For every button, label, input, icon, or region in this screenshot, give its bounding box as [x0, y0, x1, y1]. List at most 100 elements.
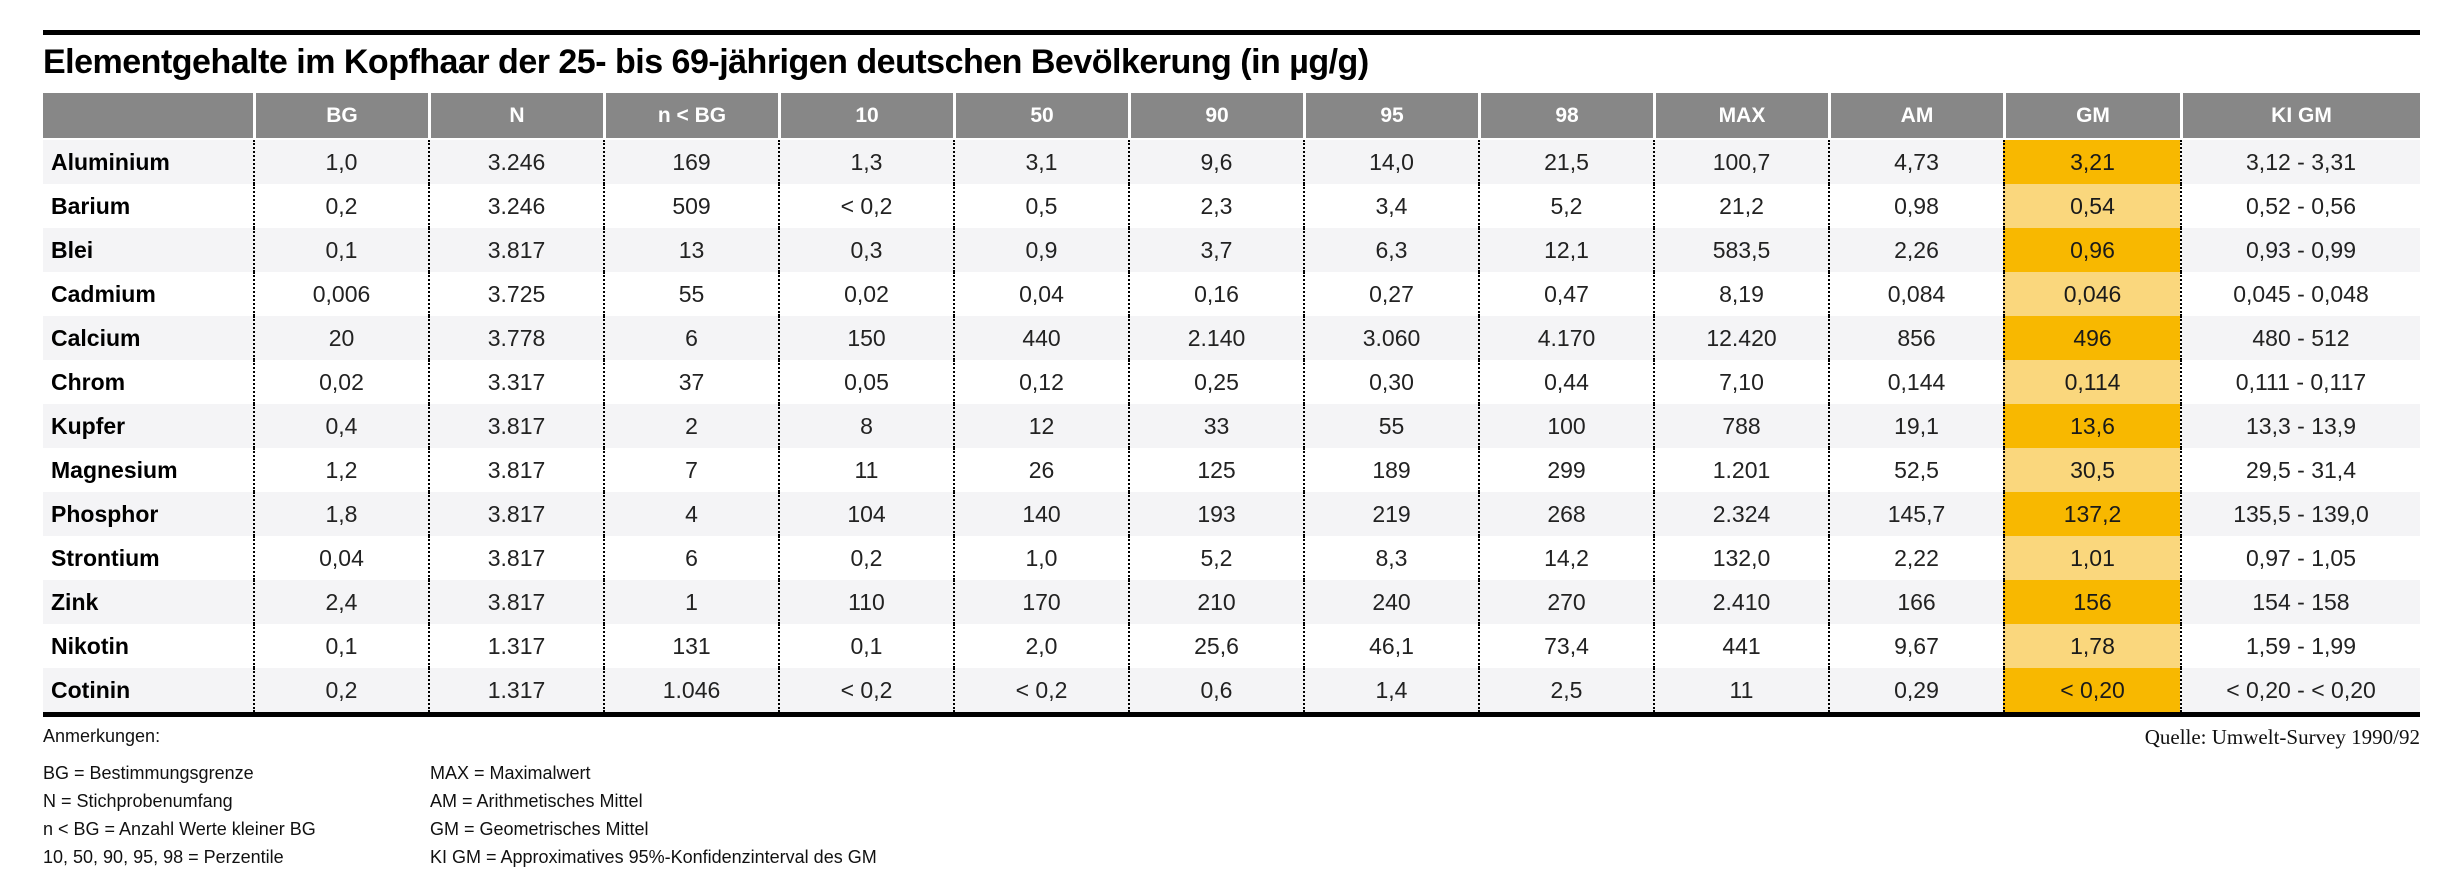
element-name-cell: Kupfer	[51, 412, 126, 439]
table-row: Kupfer 0,4 3.817 2 8 12 33 55 100 788 19,1 13,6 13,3…	[43, 404, 2420, 448]
element-name-cell: Magnesium	[51, 456, 178, 483]
cell-am: 9,67	[1828, 624, 2003, 668]
cell-max: 2.410	[1653, 580, 1828, 624]
element-name-cell: Cotinin	[51, 676, 131, 703]
cell-max: 788	[1653, 404, 1828, 448]
table-row: Chrom 0,02 3.317 37 0,05 0,12 0,25 0,30 0,44 7,10…	[43, 360, 2420, 404]
cell-50: 12	[953, 404, 1128, 448]
cell-95: 0,30	[1303, 360, 1478, 404]
cell-90: 5,2	[1128, 536, 1303, 580]
note-n-lt-bg: n < BG = Anzahl Werte kleiner BG	[43, 819, 316, 839]
cell-95: 3.060	[1303, 316, 1478, 360]
cell-n-bg: 7	[603, 448, 778, 492]
cell-10: 110	[778, 580, 953, 624]
cell-n: 3.817	[428, 492, 603, 536]
cell-gm: 13,6	[2003, 404, 2180, 448]
cell-n-bg: 13	[603, 228, 778, 272]
cell-10: 11	[778, 448, 953, 492]
element-name-cell: Chrom	[51, 368, 126, 395]
cell-am: 52,5	[1828, 448, 2003, 492]
cell-n: 1.317	[428, 668, 603, 712]
cell-50: < 0,2	[953, 668, 1128, 712]
cell-98: 73,4	[1478, 624, 1653, 668]
cell-ki-gm: < 0,20 - < 0,20	[2180, 668, 2420, 712]
cell-max: 21,2	[1653, 184, 1828, 228]
cell-gm: 0,96	[2003, 228, 2180, 272]
cell-90: 2,3	[1128, 184, 1303, 228]
cell-90: 193	[1128, 492, 1303, 536]
table-row: Zink 2,4 3.817 1 110 170 210 240 270 2.410 166 156 1…	[43, 580, 2420, 624]
note-percentiles: 10, 50, 90, 95, 98 = Perzentile	[43, 847, 284, 867]
cell-10: 0,3	[778, 228, 953, 272]
cell-bg: 0,04	[253, 536, 428, 580]
cell-50: 3,1	[953, 140, 1128, 184]
cell-n: 3.246	[428, 184, 603, 228]
cell-max: 8,19	[1653, 272, 1828, 316]
column-header-element	[43, 93, 253, 140]
cell-90: 9,6	[1128, 140, 1303, 184]
note-bg: BG = Bestimmungsgrenze	[43, 763, 254, 783]
cell-gm: 1,01	[2003, 536, 2180, 580]
cell-n: 3.778	[428, 316, 603, 360]
notes-column-right: MAX = Maximalwert AM = Arithmetisches Mi…	[430, 759, 877, 871]
table-body: Aluminium 1,0 3.246 169 1,3 3,1 9,6 14,0 21,5 100…	[43, 140, 2420, 712]
note-gm: GM = Geometrisches Mittel	[430, 819, 649, 839]
cell-am: 145,7	[1828, 492, 2003, 536]
cell-gm: 3,21	[2003, 140, 2180, 184]
cell-98: 299	[1478, 448, 1653, 492]
cell-ki-gm: 154 - 158	[2180, 580, 2420, 624]
cell-98: 268	[1478, 492, 1653, 536]
cell-bg: 0,1	[253, 228, 428, 272]
column-header-10: 10	[778, 93, 953, 140]
cell-bg: 20	[253, 316, 428, 360]
cell-am: 0,144	[1828, 360, 2003, 404]
cell-95: 240	[1303, 580, 1478, 624]
cell-98: 12,1	[1478, 228, 1653, 272]
cell-98: 4.170	[1478, 316, 1653, 360]
cell-am: 856	[1828, 316, 2003, 360]
cell-max: 2.324	[1653, 492, 1828, 536]
table-row: Cotinin 0,2 1.317 1.046 < 0,2 < 0,2 0,6 1,4 2,5 1…	[43, 668, 2420, 712]
cell-n-bg: 169	[603, 140, 778, 184]
cell-max: 100,7	[1653, 140, 1828, 184]
cell-10: < 0,2	[778, 668, 953, 712]
cell-n-bg: 37	[603, 360, 778, 404]
table-footer: Anmerkungen: BG = Bestimmungsgrenze N = …	[43, 725, 2420, 871]
table-row: Calcium 20 3.778 6 150 440 2.140 3.060 4.170 12.4…	[43, 316, 2420, 360]
cell-gm: 137,2	[2003, 492, 2180, 536]
cell-gm: < 0,20	[2003, 668, 2180, 712]
cell-95: 6,3	[1303, 228, 1478, 272]
cell-n-bg: 2	[603, 404, 778, 448]
bottom-rule	[43, 712, 2420, 717]
cell-n: 1.317	[428, 624, 603, 668]
cell-50: 2,0	[953, 624, 1128, 668]
cell-90: 0,16	[1128, 272, 1303, 316]
cell-50: 440	[953, 316, 1128, 360]
column-header-90: 90	[1128, 93, 1303, 140]
cell-gm: 0,046	[2003, 272, 2180, 316]
footnotes: Anmerkungen: BG = Bestimmungsgrenze N = …	[43, 725, 877, 871]
cell-ki-gm: 0,93 - 0,99	[2180, 228, 2420, 272]
cell-ki-gm: 3,12 - 3,31	[2180, 140, 2420, 184]
element-name-cell: Barium	[51, 192, 131, 219]
cell-98: 2,5	[1478, 668, 1653, 712]
cell-am: 2,26	[1828, 228, 2003, 272]
element-name-cell: Blei	[51, 236, 94, 263]
cell-n: 3.725	[428, 272, 603, 316]
column-header-ki-gm: KI GM	[2180, 93, 2420, 140]
top-rule	[43, 30, 2420, 35]
element-name-cell: Strontium	[51, 544, 160, 571]
cell-50: 0,12	[953, 360, 1128, 404]
cell-90: 0,25	[1128, 360, 1303, 404]
cell-98: 5,2	[1478, 184, 1653, 228]
cell-gm: 0,114	[2003, 360, 2180, 404]
element-name-cell: Nikotin	[51, 632, 129, 659]
cell-bg: 0,02	[253, 360, 428, 404]
cell-10: 1,3	[778, 140, 953, 184]
cell-n: 3.817	[428, 228, 603, 272]
cell-90: 33	[1128, 404, 1303, 448]
cell-bg: 1,0	[253, 140, 428, 184]
cell-98: 100	[1478, 404, 1653, 448]
cell-10: < 0,2	[778, 184, 953, 228]
element-name-cell: Calcium	[51, 324, 141, 351]
